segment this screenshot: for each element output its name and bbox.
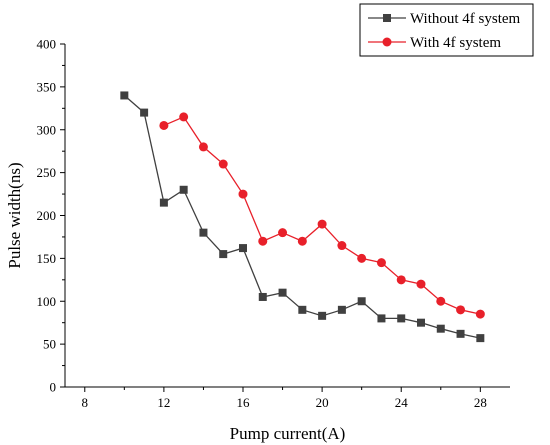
series-1-point — [199, 228, 208, 237]
series-2-point — [159, 120, 169, 130]
x-tick-label: 20 — [316, 395, 329, 410]
legend-marker — [383, 14, 391, 22]
series-1-point — [318, 311, 327, 320]
series-2-point — [297, 236, 307, 246]
series-2-point — [317, 219, 327, 229]
series-2-point — [416, 279, 426, 289]
x-tick-label: 28 — [474, 395, 487, 410]
x-tick-label: 8 — [82, 395, 89, 410]
series-1-point — [456, 329, 465, 338]
series-2-line — [163, 116, 481, 315]
series-1-point — [377, 314, 386, 323]
y-tick-label: 50 — [43, 337, 56, 352]
x-tick-label: 16 — [237, 395, 251, 410]
series-layer — [120, 91, 485, 343]
legend-item: Without 4f system — [368, 11, 521, 27]
series-1-point — [278, 288, 287, 297]
plot-frame — [64, 44, 510, 388]
y-tick-label: 300 — [37, 122, 57, 137]
series-2-point — [337, 241, 347, 251]
series-2-point — [357, 253, 367, 263]
series-1-line — [123, 94, 481, 339]
x-tick-label: 24 — [395, 395, 409, 410]
series-2-point — [396, 275, 406, 285]
x-tick-label: 12 — [157, 395, 170, 410]
series-2-point — [238, 189, 248, 199]
series-1-point — [239, 244, 247, 253]
legend: Without 4f system With 4f system — [359, 3, 534, 57]
y-tick-label: 350 — [37, 79, 57, 94]
series-2-point — [456, 305, 466, 315]
x-axis-ticks: 8 12 16 20 24 28 — [82, 387, 487, 410]
series-1-point — [179, 185, 188, 194]
series-1-point — [219, 250, 228, 259]
y-tick-label: 100 — [37, 294, 57, 309]
y-tick-label: 400 — [37, 37, 57, 52]
series-2-point — [376, 258, 386, 268]
series-1-point — [397, 314, 406, 323]
series-1-point — [140, 108, 149, 117]
series-1-point — [120, 91, 129, 100]
x-axis-title: Pump current(A) — [230, 424, 346, 443]
y-tick-label: 150 — [37, 251, 57, 266]
series-2-point — [179, 112, 189, 122]
legend-label: Without 4f system — [410, 11, 521, 27]
series-1-point — [436, 324, 445, 333]
series-2-point — [198, 142, 208, 152]
y-axis-title: Pulse width(ns) — [5, 162, 24, 268]
legend-marker — [382, 37, 392, 47]
series-1-point — [476, 334, 485, 343]
series-2-point — [475, 309, 485, 319]
y-tick-label: 250 — [37, 165, 57, 180]
series-1 — [120, 91, 485, 343]
legend-box — [359, 3, 534, 57]
y-tick-label: 200 — [37, 208, 57, 223]
series-2-point — [436, 296, 446, 306]
series-1-point — [337, 305, 346, 314]
series-2-point — [258, 236, 268, 246]
series-1-point — [417, 318, 425, 327]
legend-items: Without 4f system With 4f system — [368, 11, 521, 51]
y-tick-label: 0 — [50, 380, 57, 395]
series-2-point — [218, 159, 228, 169]
legend-label: With 4f system — [410, 35, 501, 51]
series-1-point — [258, 292, 267, 301]
series-2 — [159, 112, 485, 319]
series-2-point — [278, 228, 288, 238]
y-axis-ticks: 0 50 100 150 200 250 300 350 400 — [37, 37, 65, 395]
legend-item: With 4f system — [368, 35, 501, 51]
series-1-point — [159, 198, 168, 207]
series-1-point — [298, 305, 307, 314]
series-1-point — [357, 297, 366, 306]
